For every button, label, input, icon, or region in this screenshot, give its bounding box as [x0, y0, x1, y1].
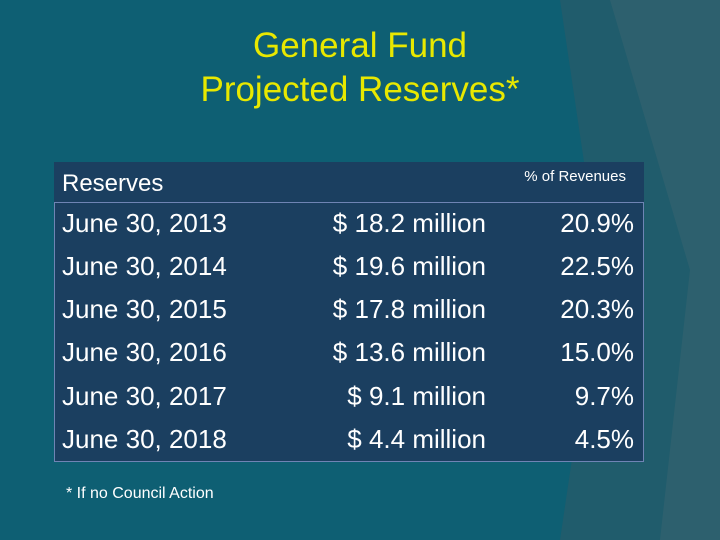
row-percent: 9.7%: [574, 381, 634, 411]
title-line-2: Projected Reserves*: [200, 70, 520, 109]
header-percent-of-revenues: % of Revenues: [524, 168, 626, 185]
row-percent: 15.0%: [560, 337, 634, 367]
row-percent: 22.5%: [560, 251, 634, 281]
table-row: June 30, 2015 $ 17.8 million 20.3%: [54, 289, 644, 332]
row-percent: 20.9%: [560, 208, 634, 238]
slide-title: General Fund Projected Reserves*: [0, 24, 720, 112]
row-amount: $ 17.8 million: [332, 294, 486, 324]
row-date: June 30, 2014: [62, 251, 227, 281]
row-date: June 30, 2017: [62, 381, 227, 411]
row-amount: $ 13.6 million: [332, 337, 486, 367]
row-amount: $ 19.6 million: [332, 251, 486, 281]
row-date: June 30, 2013: [62, 208, 227, 238]
reserves-table: [54, 162, 644, 462]
table-row: June 30, 2014 $ 19.6 million 22.5%: [54, 246, 644, 289]
title-line-1: General Fund: [252, 26, 468, 65]
row-percent: 20.3%: [560, 294, 634, 324]
row-date: June 30, 2016: [62, 337, 227, 367]
row-percent: 4.5%: [574, 424, 634, 454]
row-amount: $ 18.2 million: [332, 208, 486, 238]
table-header: Reserves % of Revenues: [54, 162, 644, 203]
table-row: June 30, 2018 $ 4.4 million 4.5%: [54, 419, 644, 462]
table-row: June 30, 2017 $ 9.1 million 9.7%: [54, 376, 644, 419]
row-date: June 30, 2018: [62, 424, 227, 454]
row-amount: $ 9.1 million: [347, 381, 486, 411]
table-row: June 30, 2016 $ 13.6 million 15.0%: [54, 332, 644, 375]
header-reserves: Reserves: [62, 170, 164, 197]
row-date: June 30, 2015: [62, 294, 227, 324]
table-body: June 30, 2013 $ 18.2 million 20.9% June …: [54, 203, 644, 462]
footnote: * If no Council Action: [66, 485, 214, 502]
table-row: June 30, 2013 $ 18.2 million 20.9%: [54, 203, 644, 246]
row-amount: $ 4.4 million: [347, 424, 486, 454]
